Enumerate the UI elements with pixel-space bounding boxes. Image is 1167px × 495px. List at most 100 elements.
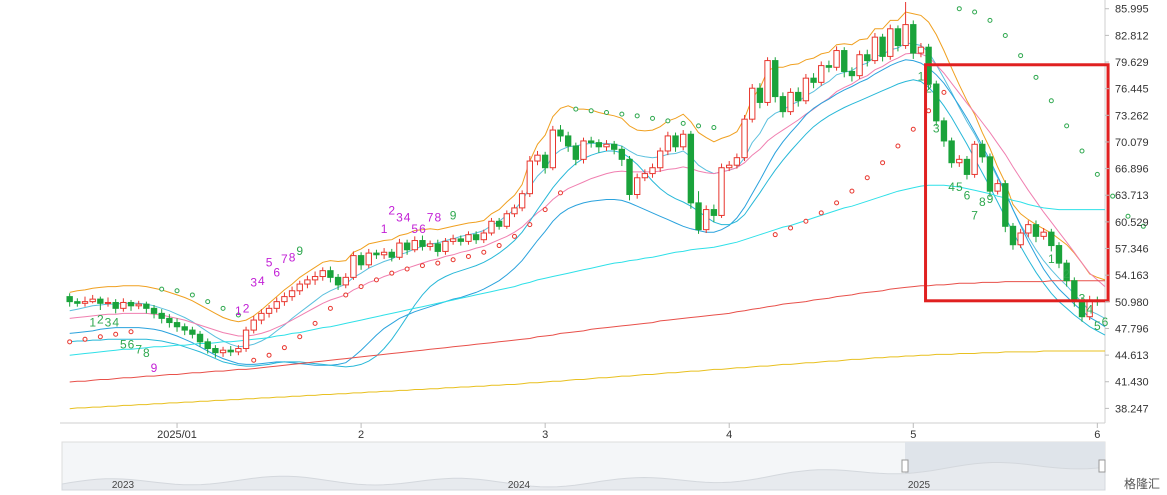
candle bbox=[979, 140, 986, 163]
candle-body bbox=[933, 83, 940, 122]
td-count-label: 5 bbox=[956, 180, 963, 194]
candle-body bbox=[319, 270, 326, 278]
candle-body bbox=[687, 133, 695, 204]
candle-body bbox=[327, 270, 334, 278]
candle-body bbox=[879, 36, 886, 57]
candle-body bbox=[526, 160, 534, 195]
candle-body bbox=[664, 135, 672, 152]
navigator-area bbox=[61, 462, 1106, 491]
candle-body bbox=[1063, 262, 1070, 282]
candle-body bbox=[296, 283, 303, 292]
candle-body bbox=[357, 255, 365, 266]
candle bbox=[419, 235, 426, 251]
candle-body bbox=[334, 276, 342, 286]
candle bbox=[633, 173, 641, 199]
sar-dot bbox=[266, 352, 272, 358]
candle bbox=[81, 296, 89, 307]
candle-body bbox=[956, 158, 963, 164]
candle-body bbox=[396, 242, 403, 258]
sar-dot bbox=[389, 270, 395, 276]
candle-body bbox=[1009, 225, 1017, 246]
td-count-label: 5 bbox=[1094, 319, 1101, 333]
x-tick-label: 3 bbox=[542, 429, 548, 441]
candle bbox=[1009, 222, 1017, 250]
y-tick-label: 57.346 bbox=[1115, 244, 1149, 256]
navigator-right-handle[interactable] bbox=[1098, 459, 1106, 473]
sar-dot bbox=[220, 305, 226, 311]
candle-body bbox=[986, 156, 994, 192]
candle-body bbox=[618, 148, 626, 160]
candle-body bbox=[242, 329, 250, 350]
candle bbox=[1063, 259, 1070, 287]
sar-dot bbox=[404, 266, 410, 272]
candle bbox=[66, 293, 73, 307]
candle-body bbox=[250, 319, 257, 331]
candle bbox=[143, 301, 150, 314]
candle-body bbox=[541, 154, 549, 169]
ma-line-8 bbox=[69, 350, 1105, 410]
candle bbox=[986, 153, 994, 198]
candle-body bbox=[841, 50, 848, 72]
candle-body bbox=[818, 65, 825, 83]
candle-body bbox=[212, 348, 219, 354]
td-count-label: 8 bbox=[289, 250, 296, 264]
candle-body bbox=[104, 301, 112, 304]
candle bbox=[618, 145, 626, 167]
candle bbox=[357, 252, 365, 270]
candle-body bbox=[411, 240, 418, 251]
candle bbox=[457, 235, 464, 246]
candle-body bbox=[181, 326, 188, 331]
candle-body bbox=[733, 157, 741, 166]
candle bbox=[511, 204, 518, 218]
navigator-left-handle[interactable] bbox=[901, 459, 909, 473]
candle-body bbox=[158, 312, 165, 319]
candle bbox=[518, 190, 526, 212]
candle bbox=[695, 191, 702, 234]
candle bbox=[281, 292, 288, 306]
td-count-label: 3 bbox=[250, 276, 257, 290]
candle-body bbox=[948, 140, 955, 164]
candle bbox=[749, 84, 756, 123]
candle-body bbox=[657, 150, 664, 169]
candle bbox=[127, 299, 135, 311]
candle-body bbox=[1048, 231, 1055, 247]
sar-dot bbox=[1002, 32, 1008, 38]
candle bbox=[235, 345, 242, 356]
candle bbox=[902, 2, 909, 49]
candle bbox=[848, 67, 856, 82]
candle bbox=[526, 156, 534, 198]
candle-body bbox=[595, 142, 603, 148]
candle bbox=[994, 179, 1001, 195]
sar-dot bbox=[849, 188, 855, 194]
candle bbox=[710, 204, 718, 223]
candle-body bbox=[779, 96, 787, 113]
candle bbox=[480, 229, 487, 244]
sar-dot bbox=[711, 125, 717, 131]
candle bbox=[825, 60, 833, 73]
candle-body bbox=[963, 158, 971, 175]
candle bbox=[971, 140, 978, 178]
candle bbox=[373, 249, 380, 259]
sar-dot bbox=[1125, 213, 1131, 219]
candle bbox=[1032, 220, 1040, 243]
candle bbox=[564, 131, 572, 152]
candle-body bbox=[173, 322, 181, 328]
sar-dot bbox=[189, 292, 195, 298]
navigator-year-label: 2023 bbox=[112, 480, 135, 491]
highlight-box-layer bbox=[924, 63, 1110, 303]
sar-dot bbox=[1110, 193, 1116, 199]
sar-dot bbox=[358, 284, 364, 290]
candle-body bbox=[534, 154, 541, 162]
td-count-label: 9 bbox=[450, 209, 457, 223]
candle bbox=[204, 338, 211, 354]
candle bbox=[388, 248, 395, 262]
candle bbox=[802, 73, 810, 105]
candle-body bbox=[902, 24, 909, 47]
candle bbox=[150, 304, 158, 319]
sar-dot bbox=[128, 329, 134, 335]
sar-dot bbox=[542, 207, 548, 213]
sar-dot bbox=[573, 106, 579, 112]
candle bbox=[626, 156, 633, 201]
range-navigator[interactable]: 2023 2024 2025 格隆汇 bbox=[61, 441, 1160, 491]
candle bbox=[572, 142, 580, 166]
